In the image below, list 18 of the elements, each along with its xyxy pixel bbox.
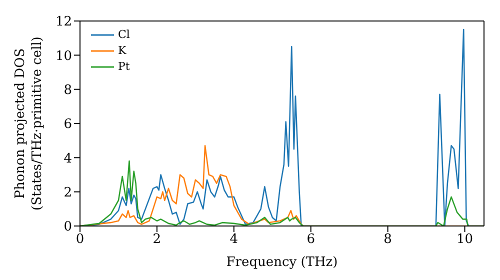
x-tick-label: 10 (456, 232, 474, 248)
y-tick-label: 6 (64, 117, 72, 132)
y-tick-label: 12 (55, 14, 72, 30)
x-tick-label: 8 (384, 232, 392, 248)
x-tick-label: 2 (152, 232, 162, 248)
legend-label: Pt (118, 59, 130, 75)
y-axis-title: Phonon projected DOS (States/THz·primitive cell) (13, 36, 45, 211)
y-tick-label: 0 (64, 220, 72, 235)
x-axis-title: Frequency (THz) (226, 255, 338, 270)
y-tick-label: 2 (64, 185, 72, 200)
x-tick-label: 0 (76, 232, 84, 248)
y-tick-label: 10 (55, 48, 72, 64)
legend-label: Cl (118, 27, 130, 43)
x-tick-label: 6 (306, 232, 315, 248)
y-tick-label: 4 (64, 151, 72, 166)
x-tick-label: 4 (230, 232, 238, 248)
y-tick-label: 8 (64, 82, 72, 98)
legend-label: K (118, 43, 126, 59)
